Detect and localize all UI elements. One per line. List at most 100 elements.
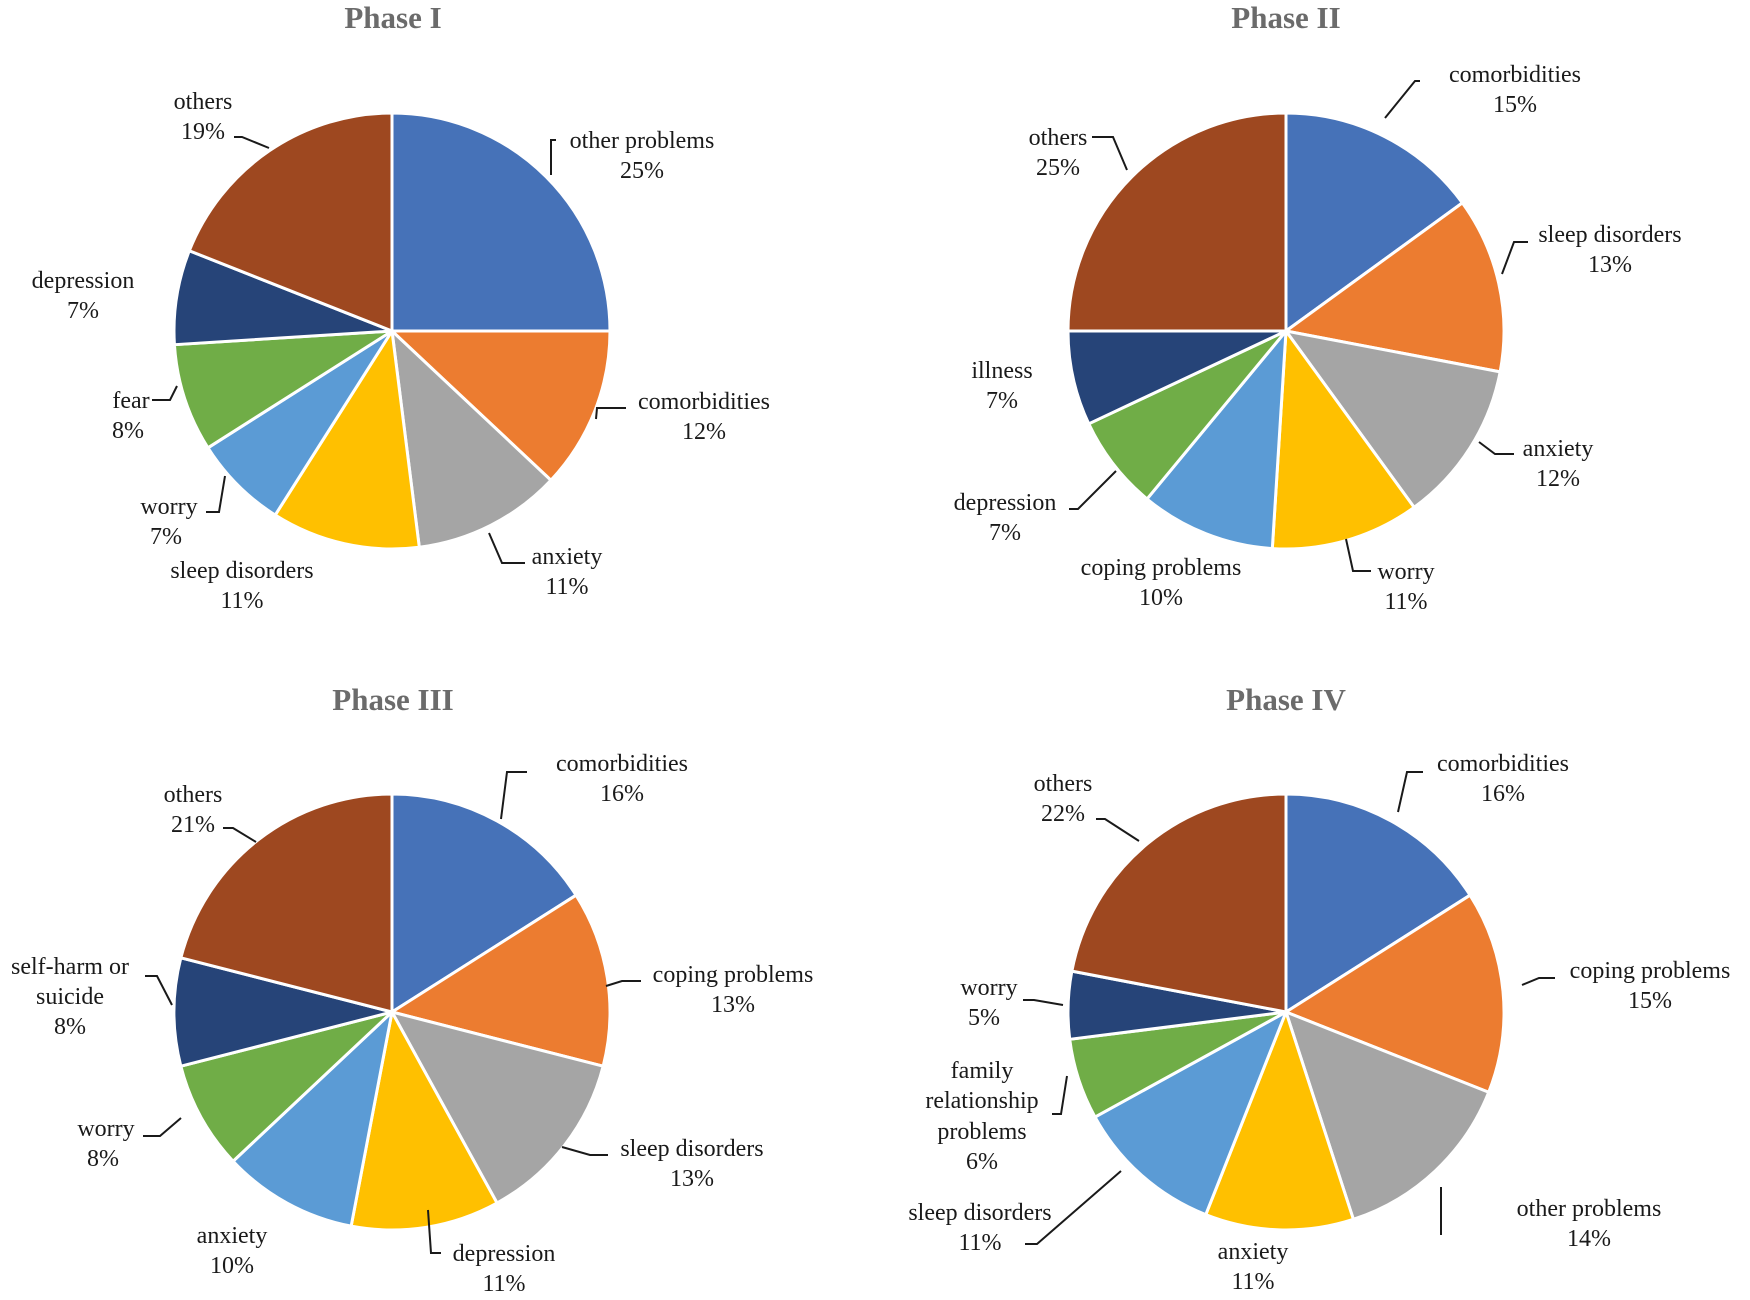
pie-slice-fear	[172, 329, 394, 450]
pie-slice-comorbidities	[1284, 111, 1464, 333]
leader-line	[1052, 1075, 1068, 1115]
percent-label: 13%	[711, 992, 755, 1018]
slice-label: depression 7%	[954, 490, 1057, 546]
pie-slice-other-problems	[390, 111, 612, 333]
leader-line	[1023, 999, 1064, 1006]
leader-line	[1069, 470, 1117, 510]
category-label: others	[174, 89, 233, 115]
category-label: sleep disorders	[170, 558, 313, 584]
category-label: comorbidities	[556, 751, 688, 777]
percent-label: 11%	[1231, 1269, 1274, 1295]
category-label: sleep disorders	[1538, 222, 1681, 248]
leader-line	[500, 771, 527, 820]
percent-label: 8%	[87, 1146, 119, 1172]
percent-label: 12%	[1536, 466, 1580, 492]
slice-label: anxiety 11%	[1218, 1239, 1289, 1295]
slice-label: worry 7%	[140, 494, 197, 550]
slice-label: other problems 14%	[1517, 1196, 1662, 1252]
category-label: others	[1029, 125, 1088, 151]
slice-label: coping problems 10%	[1081, 555, 1242, 611]
slice-label: worry 5%	[960, 975, 1017, 1031]
leader-line	[152, 385, 178, 401]
category-label: self-harm or suicide	[11, 954, 129, 1010]
leader-line	[206, 475, 226, 513]
leader-line	[1345, 538, 1371, 572]
slice-label: other problems 25%	[570, 128, 715, 184]
percent-label: 15%	[1628, 988, 1672, 1014]
leader-line	[595, 407, 626, 420]
category-label: sleep disorders	[620, 1136, 763, 1162]
slice-label: family relationship problems 6%	[925, 1058, 1038, 1175]
percent-label: 11%	[220, 588, 263, 614]
category-label: anxiety	[197, 1223, 268, 1249]
category-label: family relationship problems	[925, 1058, 1038, 1145]
pie-chart-1: Phase I other problems 25% comorbidities 12%…	[32, 0, 770, 614]
slice-label: sleep disorders 13%	[620, 1136, 763, 1192]
slice-label: coping problems 13%	[653, 962, 814, 1018]
category-label: depression	[954, 490, 1057, 516]
percent-label: 10%	[1139, 585, 1183, 611]
chart-title: Phase I	[344, 0, 441, 35]
pie-slice-anxiety	[231, 1010, 394, 1228]
leader-line	[1096, 818, 1140, 842]
pie-slice-comorbidities	[390, 329, 612, 482]
category-label: other problems	[1517, 1196, 1662, 1222]
category-label: coping problems	[653, 962, 814, 988]
pie-slice-sleep-disorders	[1284, 201, 1506, 374]
category-label: coping problems	[1081, 555, 1242, 581]
slice-label: fear 8%	[112, 388, 150, 444]
slice-label: anxiety 10%	[197, 1223, 268, 1279]
pie-slice-anxiety	[390, 329, 553, 549]
leader-line	[1025, 1170, 1122, 1245]
category-label: anxiety	[532, 544, 603, 570]
percent-label: 8%	[112, 418, 144, 444]
percent-label: 8%	[54, 1014, 86, 1040]
category-label: depression	[453, 1241, 556, 1267]
percent-label: 11%	[545, 574, 588, 600]
slice-label: others 21%	[164, 782, 223, 838]
chart-title: Phase IV	[1226, 682, 1346, 717]
pie-slice-coping-problems	[1145, 329, 1288, 551]
percent-label: 11%	[1384, 589, 1427, 615]
percent-label: 13%	[1588, 252, 1632, 278]
pie-slice-sleep-disorders	[1093, 1010, 1288, 1217]
category-label: anxiety	[1523, 436, 1594, 462]
slice-label: others 19%	[174, 89, 233, 145]
category-label: worry	[960, 975, 1017, 1001]
category-label: other problems	[570, 128, 715, 154]
percent-label: 21%	[171, 812, 215, 838]
pie-slice-comorbidities	[390, 792, 578, 1014]
category-label: others	[164, 782, 223, 808]
pie-slice-worry	[179, 1010, 394, 1163]
slice-label: self-harm or suicide 8%	[11, 954, 129, 1040]
leader-line	[427, 1209, 441, 1254]
leader-line	[1384, 80, 1420, 119]
category-label: fear	[112, 388, 149, 414]
leader-line	[234, 136, 270, 149]
leader-line	[550, 139, 556, 175]
leader-line	[561, 1146, 608, 1156]
percent-label: 7%	[989, 520, 1021, 546]
pie-chart-4: Phase IV comorbidities 16% coping problems 1…	[908, 682, 1730, 1295]
leader-line	[1501, 241, 1528, 275]
category-label: others	[1034, 771, 1093, 797]
percent-label: 22%	[1041, 801, 1085, 827]
pie-slice-comorbidities	[1284, 792, 1472, 1014]
pie-slice-others	[179, 792, 394, 1014]
slice-label: anxiety 12%	[1523, 436, 1594, 492]
pie-slice-coping-problems	[390, 893, 612, 1068]
slice-label: comorbidities 16%	[1437, 751, 1569, 807]
percent-label: 15%	[1493, 92, 1537, 118]
pie-slice-depression	[349, 1010, 499, 1232]
leader-line	[1478, 441, 1514, 455]
slice-label: anxiety 11%	[532, 544, 603, 600]
percent-label: 14%	[1567, 1226, 1611, 1252]
slice-label: worry 8%	[77, 1116, 134, 1172]
category-label: comorbidities	[638, 389, 770, 415]
pie-chart-3: Phase III comorbidities 16% coping problems…	[11, 682, 813, 1297]
slice-label: others 25%	[1029, 125, 1088, 181]
chart-title: Phase II	[1231, 0, 1340, 35]
leader-line	[1092, 136, 1128, 171]
slice-label: coping problems 15%	[1570, 958, 1731, 1014]
pie-slice-others	[1070, 792, 1288, 1014]
